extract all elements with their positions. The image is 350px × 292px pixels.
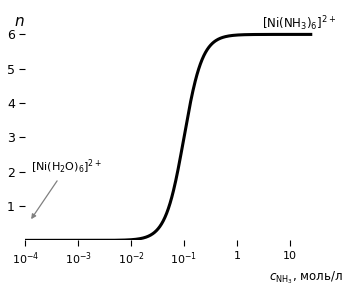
Text: [Ni(H$_2$O)$_6$]$^{2+}$: [Ni(H$_2$O)$_6$]$^{2+}$	[32, 157, 102, 218]
Text: n: n	[15, 14, 24, 29]
Text: [Ni(NH$_3$)$_6$]$^{2+}$: [Ni(NH$_3$)$_6$]$^{2+}$	[262, 15, 336, 34]
Text: $c_{\rm NH_3}$, моль/л: $c_{\rm NH_3}$, моль/л	[269, 270, 342, 286]
